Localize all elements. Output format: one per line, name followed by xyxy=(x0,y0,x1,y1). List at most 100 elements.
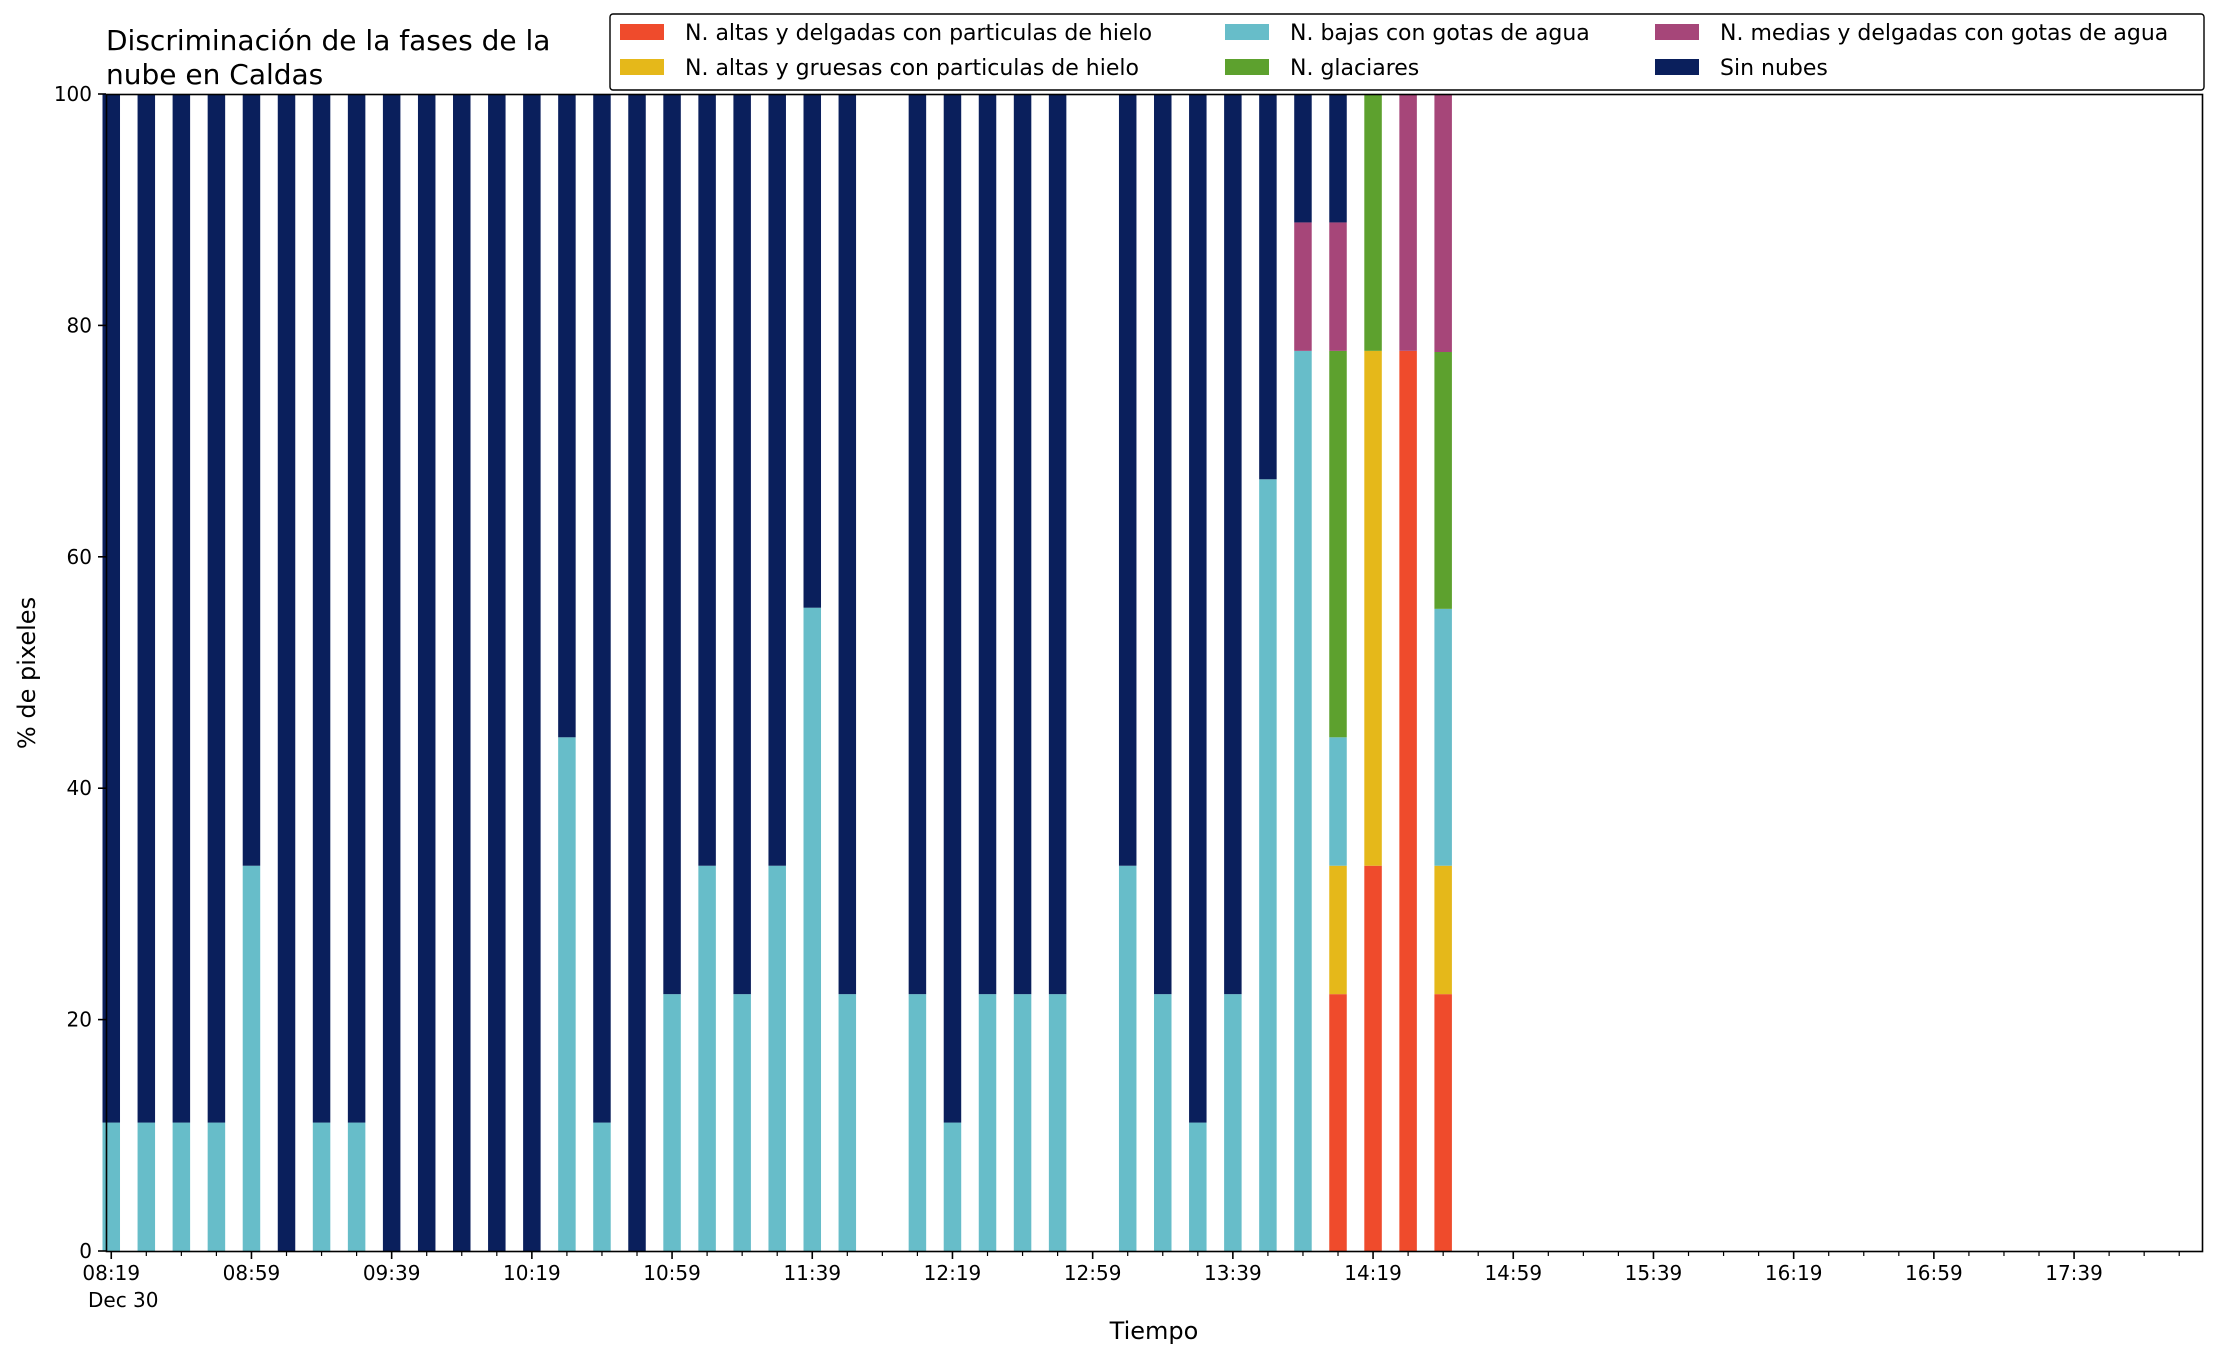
bar-segment-1219-s5 xyxy=(943,94,962,1123)
y-axis-label: % de pixeles xyxy=(13,597,41,749)
x-tick-label: 16:59 xyxy=(1905,1261,1963,1285)
bar-segment-1249-s5 xyxy=(1048,94,1067,995)
bar-segment-0839-s5 xyxy=(172,94,191,1123)
legend-label: N. altas y gruesas con particulas de hie… xyxy=(685,56,1139,81)
bar-segment-0819-s5 xyxy=(102,94,121,1123)
bar-segment-1419-s3 xyxy=(1364,94,1382,351)
chart-title-line-1: Discriminación de la fases de la xyxy=(106,24,550,57)
legend-label: N. medias y delgadas con gotas de agua xyxy=(1720,21,2168,46)
bar-segment-1239-s2 xyxy=(1013,994,1032,1251)
x-tick-label: 10:19 xyxy=(503,1261,561,1285)
bar-segment-0819-s2 xyxy=(102,1122,121,1251)
legend: N. altas y delgadas con particulas de hi… xyxy=(609,13,2205,91)
plot-frame xyxy=(105,93,2204,1253)
bar-segment-0859-s5 xyxy=(242,94,261,866)
bar-segment-0919-s2 xyxy=(312,1122,331,1251)
bar-segment-1119-s5 xyxy=(733,94,751,995)
y-tick-label: 20 xyxy=(67,1008,92,1032)
y-tick-label: 80 xyxy=(67,313,92,337)
legend-swatch xyxy=(620,59,664,75)
bar-segment-1239-s5 xyxy=(1013,94,1032,995)
x-tick-label: 17:39 xyxy=(2045,1261,2103,1285)
legend-label: N. bajas con gotas de agua xyxy=(1290,21,1590,46)
bar-segment-0929-s5 xyxy=(347,94,366,1123)
legend-entry: Sin nubes xyxy=(1655,56,1828,81)
x-tick-label: 08:19 xyxy=(82,1261,140,1285)
legend-label: N. glaciares xyxy=(1290,56,1419,81)
bar-segment-1419-s0 xyxy=(1364,865,1382,1251)
bar-segment-1129-s2 xyxy=(768,865,786,1251)
bar-segment-1229-s5 xyxy=(978,94,997,995)
bar-segment-1149-s2 xyxy=(838,994,857,1251)
bar-segment-1109-s2 xyxy=(698,865,716,1251)
bar-segment-1019-s5 xyxy=(523,94,541,1251)
x-tick-label: 12:59 xyxy=(1064,1261,1122,1285)
bar-segment-1009-s5 xyxy=(488,94,506,1251)
bar-segment-1229-s2 xyxy=(978,994,997,1251)
bar-segment-1439-s4 xyxy=(1434,94,1452,353)
bar-segment-1319-s5 xyxy=(1154,94,1172,995)
bar-segment-1029-s2 xyxy=(558,737,576,1251)
legend-swatch xyxy=(1655,24,1699,40)
legend-swatch xyxy=(1225,24,1269,40)
bar-segment-1049-s5 xyxy=(628,94,646,1251)
bar-segment-1409-s3 xyxy=(1329,350,1347,738)
x-date-label: Dec 30 xyxy=(88,1288,159,1312)
bar-segment-1319-s2 xyxy=(1154,994,1172,1251)
bar-segment-1359-s4 xyxy=(1294,222,1312,351)
x-tick-label: 09:39 xyxy=(363,1261,421,1285)
chart-title-line-2: nube en Caldas xyxy=(106,58,323,91)
y-tick-label: 40 xyxy=(67,776,92,800)
bar-segment-0919-s5 xyxy=(312,94,331,1123)
bar-segment-0849-s5 xyxy=(207,94,226,1123)
legend-entry: N. altas y delgadas con particulas de hi… xyxy=(620,21,1152,46)
y-tick-label: 100 xyxy=(54,82,92,106)
bar-segment-0909-s5 xyxy=(277,94,296,1251)
bar-segment-1349-s5 xyxy=(1259,94,1277,480)
bar-segment-1409-s5 xyxy=(1329,94,1347,223)
legend-swatch xyxy=(620,24,664,40)
bar-segment-1309-s5 xyxy=(1118,94,1137,866)
bar-segment-1029-s5 xyxy=(558,94,576,738)
bar-segment-1219-s2 xyxy=(943,1122,962,1251)
bar-segment-1249-s2 xyxy=(1048,994,1067,1251)
x-tick-label: 15:39 xyxy=(1625,1261,1683,1285)
bar-segment-0939-s5 xyxy=(382,94,401,1251)
bar-segment-1209-s2 xyxy=(908,994,927,1251)
bar-segment-1439-s1 xyxy=(1434,865,1452,995)
bar-segment-1359-s5 xyxy=(1294,94,1312,223)
y-tick-label: 0 xyxy=(79,1239,92,1263)
bars-layer xyxy=(102,94,1452,1252)
legend-swatch xyxy=(1655,59,1699,75)
bar-segment-1109-s5 xyxy=(698,94,716,866)
bar-segment-0859-s2 xyxy=(242,865,261,1251)
x-tick-label: 14:59 xyxy=(1484,1261,1542,1285)
legend-entry: N. bajas con gotas de agua xyxy=(1225,21,1590,46)
legend-entry: N. altas y gruesas con particulas de hie… xyxy=(620,56,1139,81)
x-tick-label: 08:59 xyxy=(223,1261,281,1285)
bar-segment-1139-s5 xyxy=(803,94,822,608)
bar-segment-1149-s5 xyxy=(838,94,857,995)
bar-segment-1209-s5 xyxy=(908,94,927,995)
x-tick-label: 11:39 xyxy=(783,1261,841,1285)
legend-entry: N. medias y delgadas con gotas de agua xyxy=(1655,21,2168,46)
bar-segment-0829-s5 xyxy=(137,94,156,1123)
bar-segment-1339-s2 xyxy=(1224,994,1242,1251)
bar-segment-0959-s5 xyxy=(453,94,471,1251)
bar-segment-1329-s5 xyxy=(1189,94,1207,1123)
bar-segment-1409-s2 xyxy=(1329,737,1347,866)
legend-entry: N. glaciares xyxy=(1225,56,1419,81)
legend-box xyxy=(609,13,2205,91)
bar-segment-1339-s5 xyxy=(1224,94,1242,995)
bar-segment-1119-s2 xyxy=(733,994,751,1251)
bar-segment-1039-s2 xyxy=(593,1122,611,1251)
x-axis: 08:19 08:59 09:39 10:19 10:59 11:39 12:19 12:59… xyxy=(82,1251,2180,1285)
x-tick-label: 13:39 xyxy=(1204,1261,1262,1285)
bar-segment-1059-s5 xyxy=(663,94,681,995)
bar-segment-1059-s2 xyxy=(663,994,681,1251)
x-tick-label: 12:19 xyxy=(924,1261,982,1285)
bar-segment-1129-s5 xyxy=(768,94,786,866)
bar-segment-0849-s2 xyxy=(207,1122,226,1251)
bar-segment-1359-s2 xyxy=(1294,350,1312,1252)
legend-label: Sin nubes xyxy=(1720,56,1828,81)
